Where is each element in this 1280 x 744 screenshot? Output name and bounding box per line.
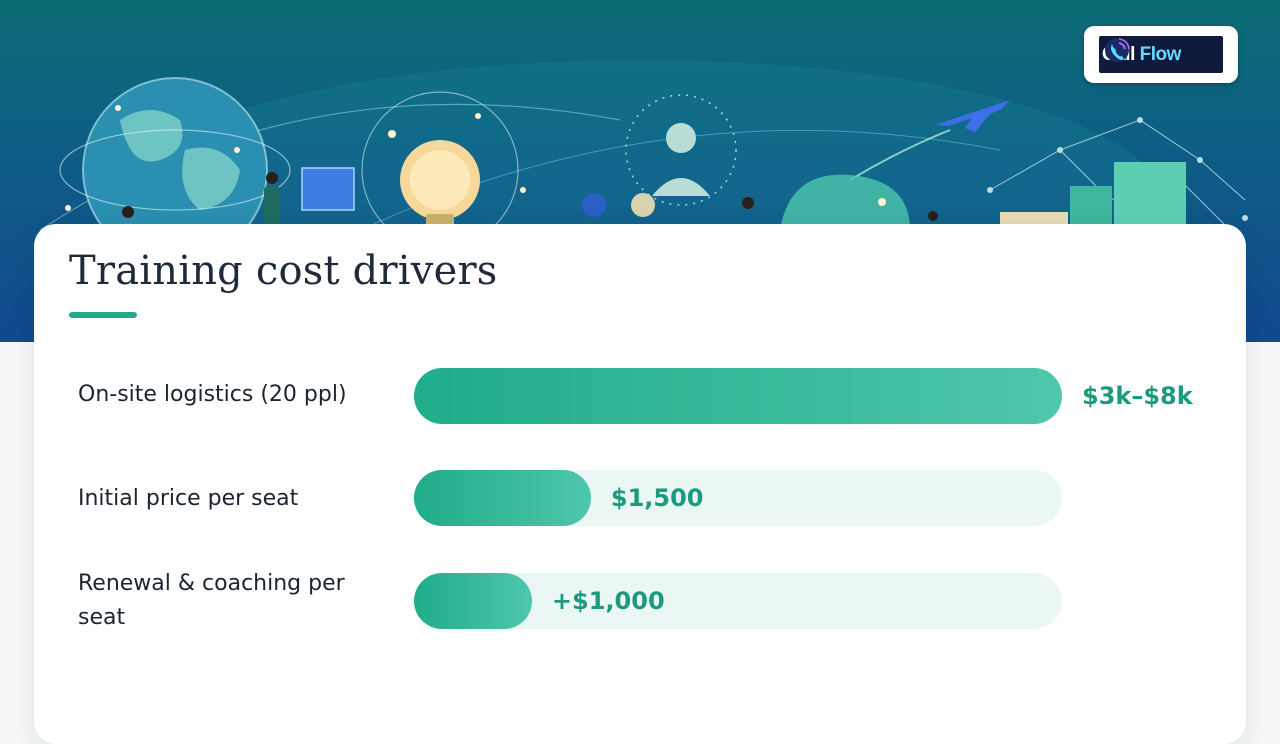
category-label: On-site logistics (20 ppl) — [78, 382, 347, 407]
title-underline — [69, 312, 137, 318]
cube-icon — [301, 167, 355, 211]
phone-icon — [1105, 38, 1130, 62]
bar-track: +$1,000 — [414, 573, 1062, 629]
chart-title: Training cost drivers — [69, 248, 498, 294]
bar-track: $1,500 — [414, 470, 1062, 526]
bar-fill — [414, 368, 1062, 424]
category-label: Initial price per seat — [78, 486, 299, 511]
bar-fill — [414, 573, 532, 629]
category-label: Renewal & coaching per seat — [78, 571, 345, 630]
brand-logo[interactable]: Call Flow — [1084, 26, 1238, 83]
logo-text-accent: Flow — [1139, 43, 1182, 65]
airplane-icon — [849, 100, 1010, 181]
value-label: +$1,000 — [551, 587, 665, 615]
user-avatar-icon — [625, 94, 737, 206]
value-label: $3k–$8k — [1082, 382, 1193, 410]
value-label: $1,500 — [610, 484, 704, 512]
logo-inner: Call Flow — [1099, 36, 1223, 73]
bar-track: $3k–$8k — [414, 368, 1193, 424]
lightbulb-icon — [361, 91, 519, 249]
content-card: Training cost drivers On-site logistics … — [34, 224, 1246, 744]
person-icon — [264, 172, 280, 224]
bar-fill — [414, 470, 591, 526]
bar-blocks-icon — [1000, 162, 1186, 226]
